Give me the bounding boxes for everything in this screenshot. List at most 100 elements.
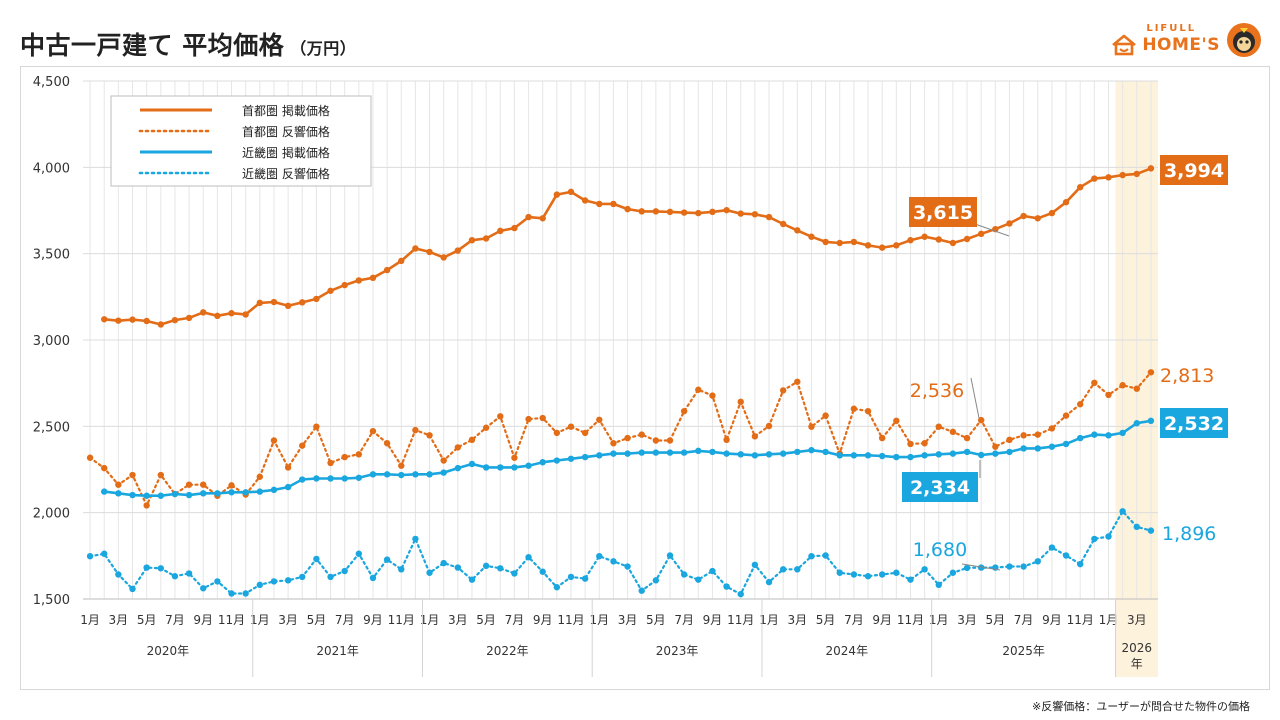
- data-point: [850, 405, 858, 412]
- data-point: [214, 490, 221, 497]
- data-point: [893, 417, 900, 425]
- x-tick-label: 1月: [250, 613, 270, 627]
- data-point: [1091, 379, 1098, 387]
- data-point: [949, 569, 957, 576]
- data-point: [893, 453, 900, 461]
- legend-label: 近畿圏 掲載価格: [242, 145, 330, 160]
- chart-title-text: 中古一戸建て 平均価格: [20, 31, 285, 60]
- x-tick-label: 7月: [674, 613, 694, 627]
- data-point: [86, 454, 94, 461]
- data-point: [652, 437, 660, 444]
- data-point: [341, 453, 348, 461]
- x-tick-label: 9月: [1042, 613, 1062, 627]
- data-point: [1119, 508, 1126, 515]
- data-point: [779, 450, 787, 457]
- data-point: [921, 233, 928, 240]
- data-point: [412, 245, 419, 252]
- data-point: [695, 576, 702, 583]
- data-point: [581, 575, 589, 582]
- data-point: [794, 448, 801, 456]
- data-point: [1006, 563, 1013, 570]
- data-point: [327, 459, 334, 467]
- data-point: [949, 450, 957, 457]
- data-point: [567, 188, 575, 196]
- data-point: [907, 453, 914, 461]
- data-point: [539, 414, 546, 422]
- data-point: [313, 295, 320, 303]
- x-tick-label: 3月: [957, 613, 977, 627]
- data-point: [525, 213, 532, 221]
- data-point: [751, 561, 759, 569]
- data-point: [723, 450, 730, 457]
- data-point: [1048, 209, 1056, 217]
- data-point: [440, 457, 447, 464]
- data-point: [553, 457, 561, 464]
- data-point: [680, 209, 688, 216]
- data-point: [638, 449, 645, 456]
- y-tick-label: 3,500: [33, 248, 70, 263]
- data-point: [1105, 432, 1112, 439]
- data-point: [878, 452, 886, 460]
- data-point: [1133, 385, 1140, 392]
- data-point: [270, 298, 278, 306]
- data-point: [1147, 417, 1155, 425]
- data-point: [610, 200, 617, 208]
- data-point: [1062, 199, 1070, 206]
- data-point: [115, 481, 122, 488]
- data-point: [963, 434, 971, 442]
- data-point: [992, 450, 999, 457]
- data-point: [596, 416, 603, 423]
- data-point: [751, 211, 759, 218]
- data-point: [1077, 560, 1084, 568]
- year-label: 2020年: [147, 644, 190, 658]
- year-label: 2024年: [826, 644, 869, 658]
- data-point: [652, 577, 660, 584]
- data-point: [1133, 523, 1140, 531]
- annotation-kinki-listing-latest-bg: [1160, 408, 1228, 438]
- data-point: [921, 566, 928, 573]
- data-point: [115, 490, 122, 497]
- year-label: 2021年: [316, 644, 359, 658]
- data-point: [878, 571, 886, 578]
- data-point: [765, 213, 773, 221]
- data-point: [1048, 443, 1056, 450]
- data-point: [638, 431, 645, 438]
- data-point: [157, 492, 164, 499]
- x-tick-label: 11月: [727, 613, 754, 627]
- data-point: [893, 569, 900, 576]
- data-point: [157, 565, 164, 572]
- mascot-icon: [1227, 23, 1261, 57]
- data-point: [963, 235, 971, 243]
- data-point: [581, 197, 589, 204]
- data-point: [525, 554, 532, 561]
- data-point: [497, 565, 504, 572]
- data-point: [695, 447, 702, 455]
- data-point: [893, 242, 900, 249]
- data-point: [822, 448, 829, 456]
- data-point: [284, 577, 292, 584]
- data-point: [426, 471, 433, 478]
- data-point: [256, 473, 264, 480]
- data-point: [525, 415, 532, 423]
- data-point: [129, 585, 136, 593]
- x-tick-label: 5月: [307, 613, 327, 627]
- data-point: [794, 227, 801, 234]
- x-tick-label: 9月: [872, 613, 892, 627]
- data-point: [666, 208, 674, 216]
- data-point: [751, 452, 759, 459]
- data-point: [299, 442, 306, 449]
- data-point: [1034, 558, 1041, 565]
- data-point: [383, 440, 391, 447]
- data-point: [1020, 563, 1027, 570]
- data-point: [284, 302, 292, 310]
- x-tick-label: 11月: [388, 613, 415, 627]
- data-point: [1105, 391, 1112, 399]
- data-point: [977, 416, 985, 424]
- data-point: [709, 208, 716, 216]
- data-point: [440, 559, 447, 567]
- data-point: [412, 535, 419, 543]
- data-point: [440, 254, 447, 261]
- data-point: [129, 491, 136, 499]
- x-tick-label: 7月: [165, 613, 185, 627]
- data-point: [426, 248, 433, 256]
